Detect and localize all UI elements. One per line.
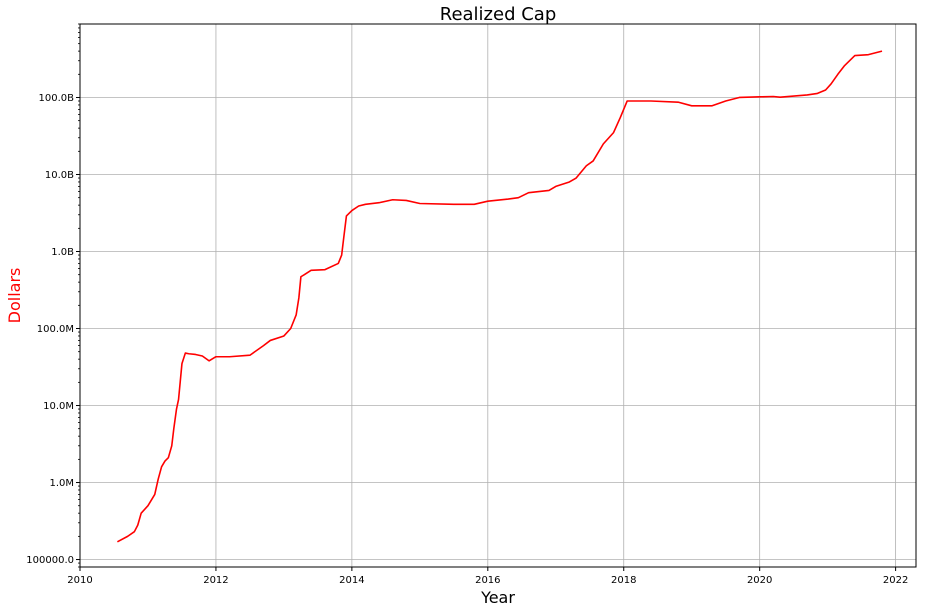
y-tick-label: 1.0M <box>49 478 74 489</box>
plot-frame <box>79 23 917 568</box>
y-tick-label: 10.0M <box>43 401 74 412</box>
x-tick-label: 2020 <box>747 575 772 586</box>
series-line <box>117 50 883 543</box>
y-tick-label: 100.0M <box>37 324 74 335</box>
grid-lines <box>79 24 916 567</box>
y-axis-label: Dollars <box>5 268 24 324</box>
chart-title: Realized Cap <box>440 4 557 25</box>
y-tick-label: 1.0B <box>51 247 74 258</box>
x-axis-label: Year <box>480 588 515 607</box>
x-tick-label: 2022 <box>883 575 908 586</box>
x-tick-label: 2014 <box>339 575 364 586</box>
y-axis: 100000.0 1.0M 10.0M 100.0M 1.0B 10.0B 100.0B <box>26 23 80 568</box>
series-group <box>117 50 883 543</box>
x-tick-label: 2016 <box>475 575 500 586</box>
y-tick-label: 100.0B <box>39 93 75 104</box>
x-tick-label: 2012 <box>203 575 228 586</box>
x-axis: 2010 2012 2014 2016 2018 2020 2022 <box>67 567 908 586</box>
y-tick-label: 10.0B <box>45 170 74 181</box>
x-tick-label: 2018 <box>611 575 636 586</box>
x-tick-label: 2010 <box>67 575 92 586</box>
y-tick-label: 100000.0 <box>26 555 74 566</box>
